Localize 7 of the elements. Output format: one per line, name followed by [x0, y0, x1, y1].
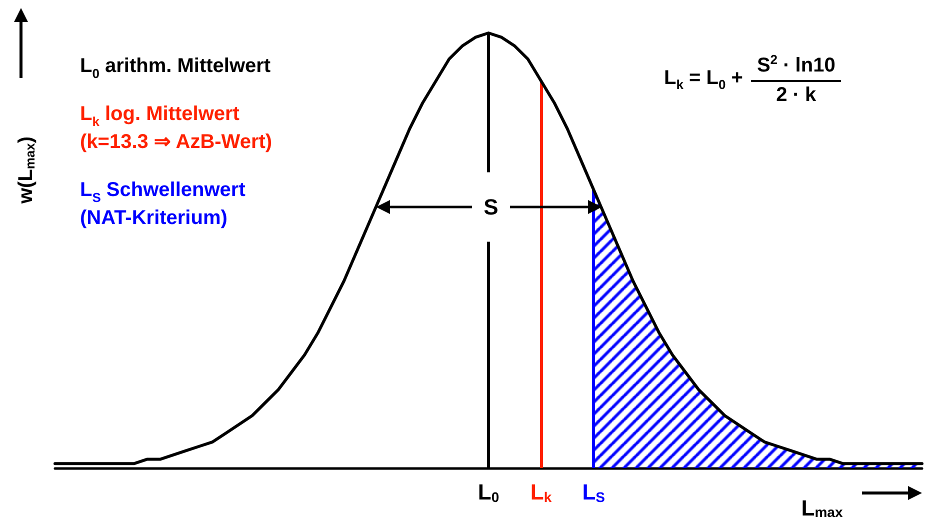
x-tick-label: L0: [478, 480, 500, 505]
x-tick-label: LS: [582, 480, 605, 505]
x-tick-label: Lk: [530, 480, 552, 505]
y-axis-title: w(Lmax): [15, 136, 38, 205]
text: L$_{k}$ = L$_{0}$ + S$^{2}$ · ln10 2 · k: [664, 52, 836, 106]
x-axis-title: Lmax: [801, 496, 843, 520]
annotation: S: [484, 194, 498, 220]
